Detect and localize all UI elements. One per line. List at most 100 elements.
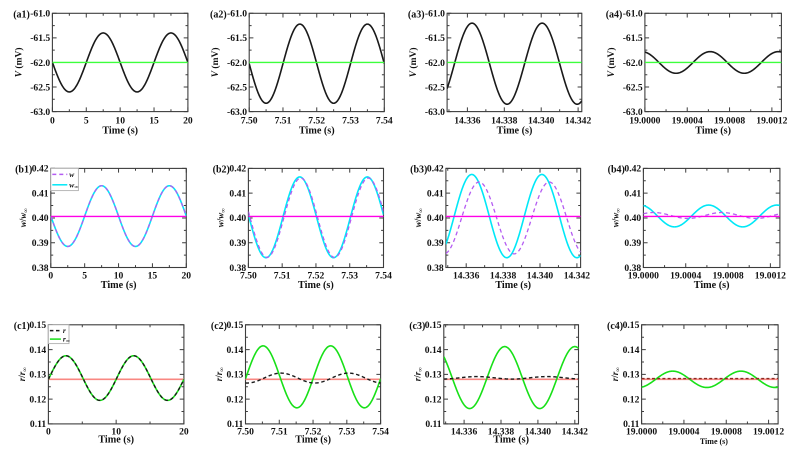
svg-text:Time (s): Time (s) bbox=[299, 125, 335, 136]
svg-text:7.52: 7.52 bbox=[308, 115, 325, 126]
svg-text:0.41: 0.41 bbox=[229, 189, 246, 200]
svg-text:0.42: 0.42 bbox=[32, 164, 49, 175]
svg-text:7.50: 7.50 bbox=[241, 115, 258, 126]
svg-text:5: 5 bbox=[82, 271, 87, 282]
svg-text:0.42: 0.42 bbox=[427, 164, 444, 175]
svg-text:V (mV): V (mV) bbox=[606, 47, 617, 77]
svg-text:0.40: 0.40 bbox=[427, 213, 444, 224]
svg-text:7.54: 7.54 bbox=[375, 271, 392, 282]
svg-text:14.342: 14.342 bbox=[565, 115, 592, 126]
svg-text:(b4): (b4) bbox=[608, 164, 625, 175]
svg-text:5: 5 bbox=[84, 115, 89, 126]
svg-text:r/r∞: r/r∞ bbox=[17, 367, 29, 382]
svg-text:0.38: 0.38 bbox=[32, 263, 49, 274]
svg-text:w/w∞: w/w∞ bbox=[215, 208, 227, 228]
svg-text:0.40: 0.40 bbox=[624, 213, 641, 224]
svg-text:(b2): (b2) bbox=[213, 164, 230, 175]
svg-text:14.336: 14.336 bbox=[454, 115, 481, 126]
svg-text:0.12: 0.12 bbox=[425, 394, 442, 405]
svg-text:19.0012: 19.0012 bbox=[756, 115, 787, 126]
svg-text:7.52: 7.52 bbox=[308, 271, 325, 282]
svg-text:-63.0: -63.0 bbox=[623, 107, 643, 118]
svg-text:19.0008: 19.0008 bbox=[711, 427, 742, 438]
svg-text:19.0004: 19.0004 bbox=[672, 115, 703, 126]
svg-text:15: 15 bbox=[148, 271, 158, 282]
svg-text:0.12: 0.12 bbox=[227, 394, 244, 405]
svg-text:-61.5: -61.5 bbox=[30, 33, 50, 44]
svg-text:7.51: 7.51 bbox=[271, 427, 288, 438]
svg-text:14.340: 14.340 bbox=[525, 427, 552, 438]
svg-text:-61.0: -61.0 bbox=[425, 9, 445, 20]
svg-text:10: 10 bbox=[111, 427, 121, 438]
svg-text:19.0004: 19.0004 bbox=[668, 427, 699, 438]
svg-text:19.0000: 19.0000 bbox=[626, 427, 657, 438]
svg-text:14.338: 14.338 bbox=[491, 115, 518, 126]
svg-text:Time (s): Time (s) bbox=[98, 434, 134, 445]
svg-text:0.39: 0.39 bbox=[32, 238, 49, 249]
svg-text:14.340: 14.340 bbox=[527, 271, 554, 282]
svg-text:0.41: 0.41 bbox=[427, 189, 444, 200]
svg-text:0.14: 0.14 bbox=[623, 345, 640, 356]
svg-text:19.0004: 19.0004 bbox=[670, 271, 701, 282]
svg-text:-62.5: -62.5 bbox=[227, 82, 247, 93]
svg-text:-62.0: -62.0 bbox=[227, 58, 247, 69]
svg-text:V (mV): V (mV) bbox=[210, 47, 221, 77]
svg-text:7.53: 7.53 bbox=[338, 427, 355, 438]
svg-text:-61.5: -61.5 bbox=[227, 33, 247, 44]
svg-text:0.14: 0.14 bbox=[227, 345, 244, 356]
svg-text:14.342: 14.342 bbox=[562, 427, 589, 438]
svg-text:14.336: 14.336 bbox=[453, 271, 480, 282]
svg-text:14.342: 14.342 bbox=[564, 271, 591, 282]
svg-text:0.42: 0.42 bbox=[229, 164, 246, 175]
svg-text:0.42: 0.42 bbox=[624, 164, 641, 175]
svg-text:Time (s): Time (s) bbox=[495, 280, 531, 291]
svg-text:14.338: 14.338 bbox=[490, 271, 517, 282]
svg-text:w/w∞: w/w∞ bbox=[610, 208, 622, 228]
svg-text:-62.0: -62.0 bbox=[425, 58, 445, 69]
svg-text:19.0008: 19.0008 bbox=[713, 271, 744, 282]
svg-text:(b1): (b1) bbox=[15, 164, 32, 175]
svg-text:r/r∞: r/r∞ bbox=[214, 367, 226, 382]
svg-text:7.54: 7.54 bbox=[376, 115, 393, 126]
svg-text:15: 15 bbox=[149, 115, 159, 126]
svg-text:20: 20 bbox=[182, 271, 192, 282]
svg-text:(a2): (a2) bbox=[210, 9, 227, 20]
svg-text:Time (s): Time (s) bbox=[102, 125, 138, 136]
svg-text:w/w∞: w/w∞ bbox=[413, 208, 425, 228]
svg-text:-62.5: -62.5 bbox=[425, 82, 445, 93]
svg-text:0.12: 0.12 bbox=[29, 394, 46, 405]
svg-text:0.14: 0.14 bbox=[29, 345, 46, 356]
svg-text:Time (s): Time (s) bbox=[695, 125, 731, 136]
svg-text:w∞: w∞ bbox=[69, 180, 78, 190]
svg-text:7.53: 7.53 bbox=[342, 115, 359, 126]
svg-text:19.0012: 19.0012 bbox=[753, 427, 784, 438]
svg-text:0.41: 0.41 bbox=[624, 189, 641, 200]
svg-text:-62.5: -62.5 bbox=[623, 82, 643, 93]
svg-text:V (mV): V (mV) bbox=[13, 47, 24, 77]
svg-text:0: 0 bbox=[46, 427, 51, 438]
svg-text:r∞: r∞ bbox=[63, 335, 70, 345]
svg-text:7.52: 7.52 bbox=[305, 427, 322, 438]
svg-text:0.11: 0.11 bbox=[30, 419, 46, 430]
svg-text:r/r∞: r/r∞ bbox=[610, 367, 622, 382]
svg-text:Time (s): Time (s) bbox=[101, 280, 137, 291]
svg-text:14.340: 14.340 bbox=[528, 115, 555, 126]
svg-text:0.13: 0.13 bbox=[623, 370, 640, 381]
svg-text:0: 0 bbox=[50, 115, 55, 126]
svg-text:0.41: 0.41 bbox=[32, 189, 49, 200]
svg-text:0.15: 0.15 bbox=[623, 320, 640, 331]
svg-text:r: r bbox=[63, 326, 66, 335]
svg-text:-62.0: -62.0 bbox=[623, 58, 643, 69]
svg-text:-61.0: -61.0 bbox=[30, 9, 50, 20]
svg-text:0: 0 bbox=[48, 271, 53, 282]
svg-text:19.0000: 19.0000 bbox=[628, 271, 659, 282]
svg-text:-61.0: -61.0 bbox=[623, 9, 643, 20]
svg-text:0.11: 0.11 bbox=[623, 419, 639, 430]
svg-text:0.12: 0.12 bbox=[623, 394, 640, 405]
svg-text:-63.0: -63.0 bbox=[425, 107, 445, 118]
svg-text:0.11: 0.11 bbox=[425, 419, 441, 430]
svg-text:0.38: 0.38 bbox=[624, 263, 641, 274]
svg-text:0.15: 0.15 bbox=[29, 320, 46, 331]
svg-text:0.39: 0.39 bbox=[229, 238, 246, 249]
svg-text:-61.0: -61.0 bbox=[227, 9, 247, 20]
